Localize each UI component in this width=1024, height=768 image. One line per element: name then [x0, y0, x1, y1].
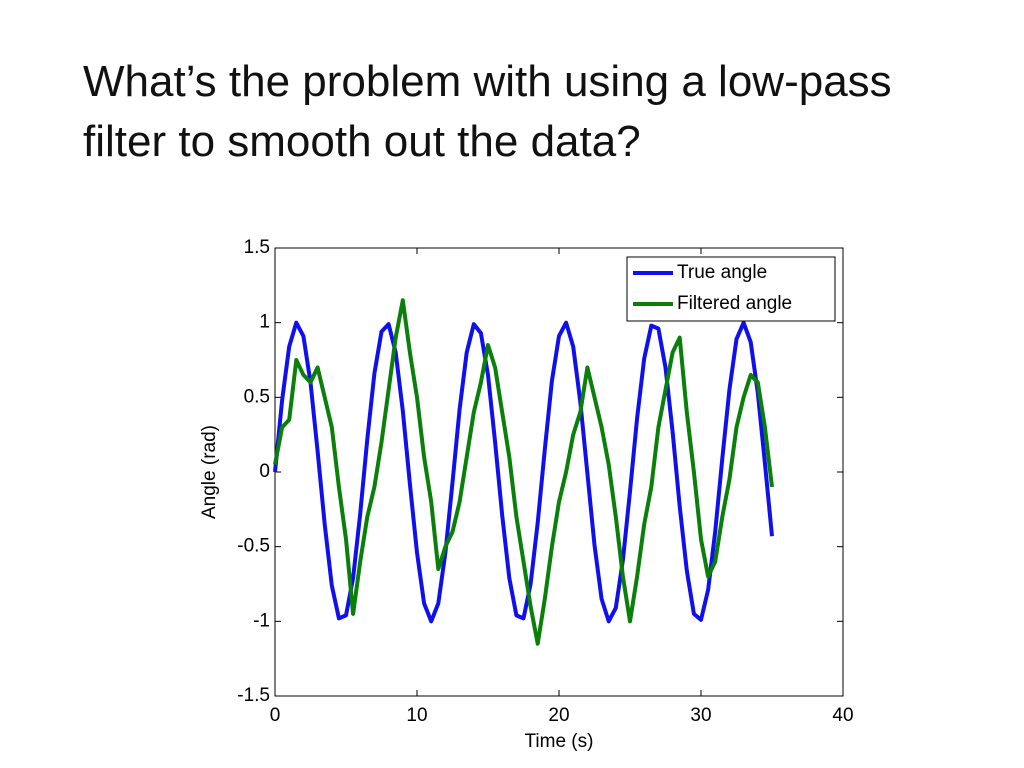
x-tick-label: 0	[270, 705, 281, 726]
x-tick-label: 40	[832, 705, 853, 726]
legend-box	[626, 256, 836, 322]
x-tick-label: 10	[406, 705, 427, 726]
x-tick-label: 30	[690, 705, 711, 726]
y-axis-label: Angle (rad)	[199, 425, 220, 519]
x-axis-label: Time (s)	[525, 731, 594, 752]
data-line	[273, 320, 774, 624]
legend-label: Filtered angle	[677, 293, 792, 314]
y-tick-label: -0.5	[237, 536, 270, 557]
y-tick-label: -1	[253, 610, 270, 631]
y-tick-label: 0.5	[244, 386, 270, 407]
legend-label: True angle	[677, 262, 767, 283]
data-line	[273, 298, 774, 646]
slide-title: What’s the problem with using a low-pass…	[83, 57, 892, 166]
y-tick-label: 0	[259, 461, 270, 482]
y-tick-label: -1.5	[237, 685, 270, 706]
y-tick-label: 1	[259, 312, 270, 333]
y-tick-label: 1.5	[244, 237, 270, 258]
x-tick-label: 20	[548, 705, 569, 726]
plot-frame	[274, 247, 844, 697]
